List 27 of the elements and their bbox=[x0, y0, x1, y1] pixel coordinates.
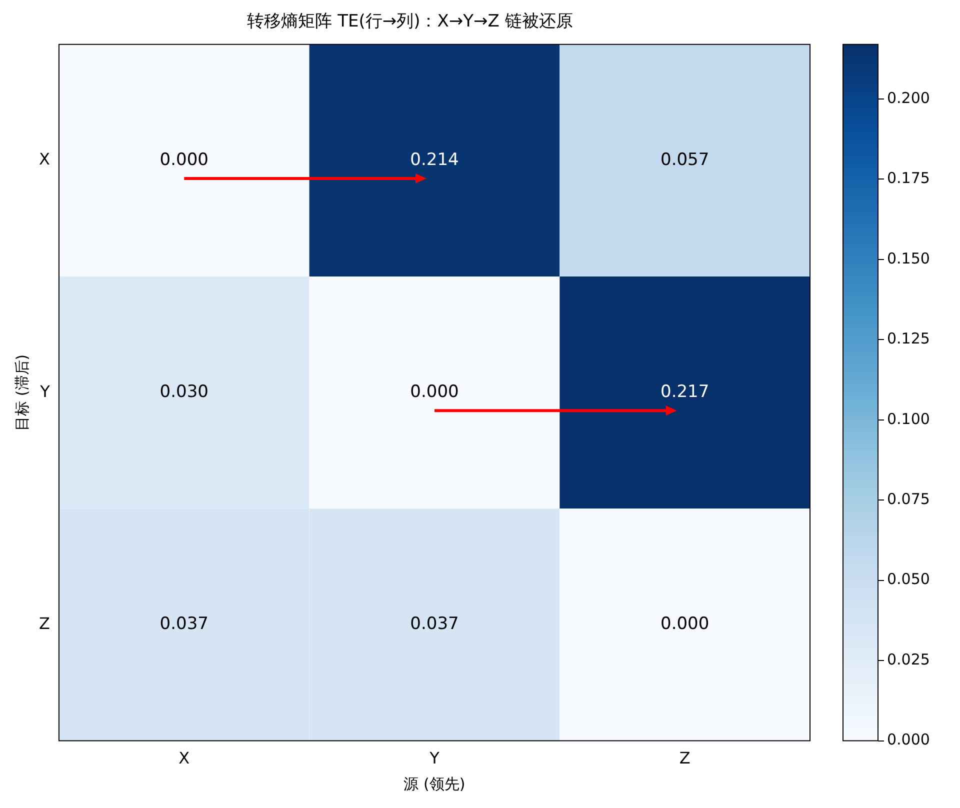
color-bar-label: 0.100 bbox=[887, 410, 930, 428]
color-bar-label: 0.075 bbox=[887, 490, 930, 508]
data-label: 0.037 bbox=[160, 614, 208, 634]
y-tick-label: Y bbox=[39, 382, 50, 401]
color-bar-label: 0.025 bbox=[887, 650, 930, 668]
data-label: 0.000 bbox=[660, 614, 710, 634]
color-bar-label: 0.150 bbox=[887, 249, 930, 268]
x-tick-label: Z bbox=[679, 748, 690, 768]
data-label: 0.000 bbox=[410, 382, 459, 402]
color-bar-label: 0.050 bbox=[887, 570, 930, 588]
y-tick-label: X bbox=[38, 150, 50, 169]
x-axis-title: 源 (领先) bbox=[404, 774, 466, 793]
data-label: 0.000 bbox=[160, 150, 208, 170]
data-label: 0.057 bbox=[660, 150, 710, 170]
y-tick-label: Z bbox=[38, 614, 50, 633]
color-bar-label: 0.125 bbox=[887, 330, 930, 348]
data-label: 0.037 bbox=[410, 614, 459, 634]
data-label: 0.030 bbox=[160, 382, 208, 402]
y-axis-title: 目标 (滞后) bbox=[12, 354, 31, 431]
chart-title: 转移熵矩阵 TE(行→列)：X→Y→Z 链被还原 bbox=[247, 12, 573, 32]
x-tick-label: X bbox=[178, 748, 190, 768]
x-tick-label: Y bbox=[428, 748, 440, 768]
data-label: 0.214 bbox=[410, 150, 459, 170]
color-bar-label: 0.200 bbox=[887, 88, 930, 107]
color-bar-label: 0.000 bbox=[887, 730, 930, 749]
color-bar-label: 0.175 bbox=[887, 169, 930, 188]
data-label: 0.217 bbox=[660, 382, 710, 402]
